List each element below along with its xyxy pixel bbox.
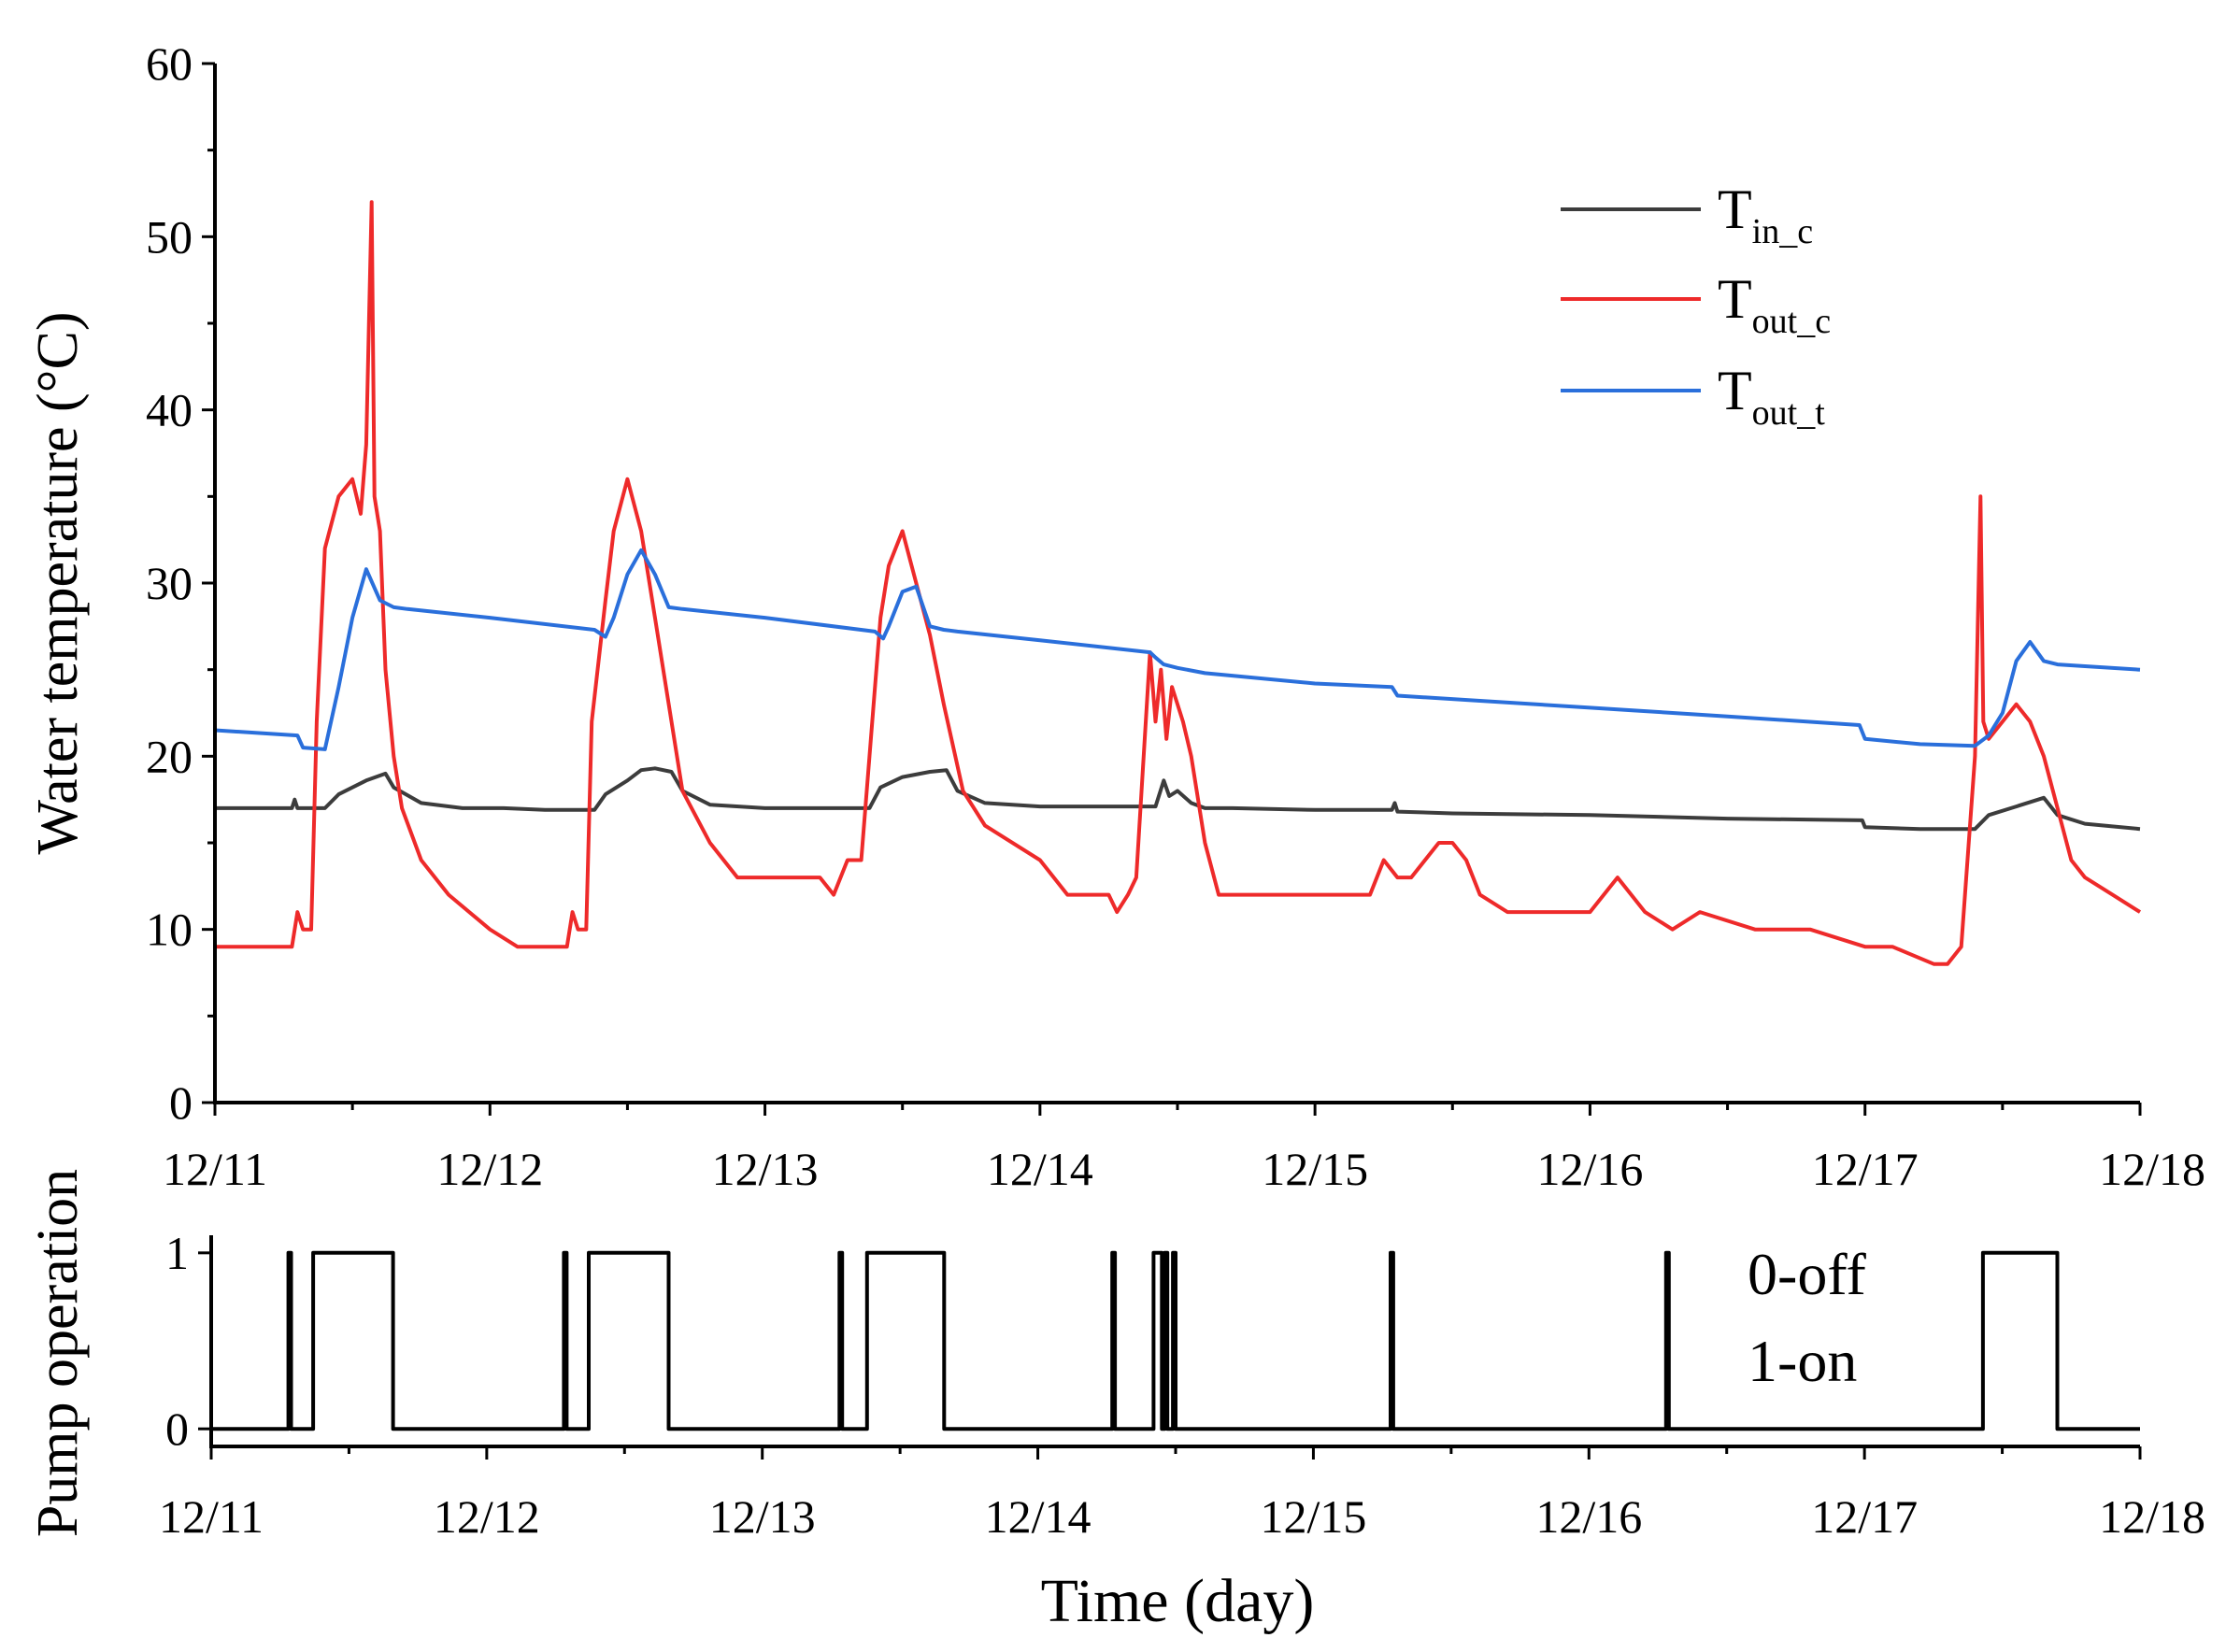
pump-operation-x-tick-label: 12/15 (1260, 1490, 1366, 1543)
legend-label-t-in-c: Tin_c (1718, 178, 1813, 251)
series-line-t-in-c (215, 766, 2141, 832)
water-temperature-x-tick-label: 12/15 (1262, 1143, 1368, 1195)
pump-annotation-off: 0-off (1748, 1241, 1866, 1307)
legend-label-t-out-t: Tout_t (1718, 360, 1825, 433)
pump-y-axis-title: Pump operation (26, 1169, 90, 1537)
temperature-series-group (214, 200, 2142, 966)
water-temperature-y-tick-label: 20 (146, 730, 193, 782)
legend-label-t-out-c: Tout_c (1718, 268, 1831, 341)
pump-y-ticks: 01 (165, 1227, 211, 1455)
pump-annotation-on: 1-on (1748, 1328, 1857, 1394)
temperature-y-ticks: 0 10 20 30 40 50 60 (146, 37, 215, 1129)
pump-operation-y-tick-label: 1 (165, 1227, 189, 1279)
pump-panel: 01 12/11 12/12 12/13 12/14 12/15 12/16 12/17 12… (26, 1169, 2205, 1635)
water-temperature-x-tick-label: 12/13 (712, 1143, 819, 1195)
legend: Tin_c Tout_c Tout_t (1561, 178, 1831, 433)
pump-series-group (211, 1250, 2140, 1431)
pump-operation-x-tick-label: 12/14 (985, 1490, 1092, 1543)
pump-operation-x-tick-label: 12/17 (1811, 1490, 1918, 1543)
temperature-y-axis-title: Water temperature (°C) (26, 312, 90, 855)
water-temperature-y-tick-label: 40 (146, 384, 193, 436)
water-temperature-y-tick-label: 50 (146, 210, 193, 263)
water-temperature-y-tick-label: 0 (169, 1076, 193, 1129)
pump-x-axis-title: Time (day) (1041, 1567, 1315, 1635)
water-temperature-y-tick-label: 30 (146, 557, 193, 609)
water-temperature-y-tick-label: 60 (146, 37, 193, 90)
pump-operation-x-tick-label: 12/11 (159, 1490, 264, 1543)
pump-operation-y-tick-label: 0 (165, 1403, 189, 1455)
water-temperature-x-tick-label: 12/14 (987, 1143, 1093, 1195)
series-line-t-out-c (215, 200, 2142, 966)
pump-operation-x-tick-label: 12/12 (434, 1490, 540, 1543)
temperature-axes (213, 64, 2140, 1104)
series-line-pump (211, 1250, 2140, 1431)
water-temperature-x-tick-label: 12/12 (436, 1143, 543, 1195)
pump-x-ticks: 12/11 12/12 12/13 12/14 12/15 12/16 12/17 12/18 (159, 1446, 2205, 1543)
series-line-t-out-t (214, 548, 2141, 751)
temperature-x-ticks: 12/11 12/12 12/13 12/14 12/15 12/16 12/17 12/18 (163, 1103, 2205, 1195)
pump-operation-x-tick-label: 12/18 (2099, 1490, 2205, 1543)
water-temperature-y-tick-label: 10 (146, 904, 193, 956)
pump-operation-x-tick-label: 12/13 (709, 1490, 816, 1543)
pump-operation-x-tick-label: 12/16 (1535, 1490, 1642, 1543)
water-temperature-x-tick-label: 12/18 (2099, 1143, 2205, 1195)
water-temperature-x-tick-label: 12/16 (1536, 1143, 1643, 1195)
water-temperature-x-tick-label: 12/17 (1812, 1143, 1919, 1195)
water-temperature-x-tick-label: 12/11 (163, 1143, 267, 1195)
